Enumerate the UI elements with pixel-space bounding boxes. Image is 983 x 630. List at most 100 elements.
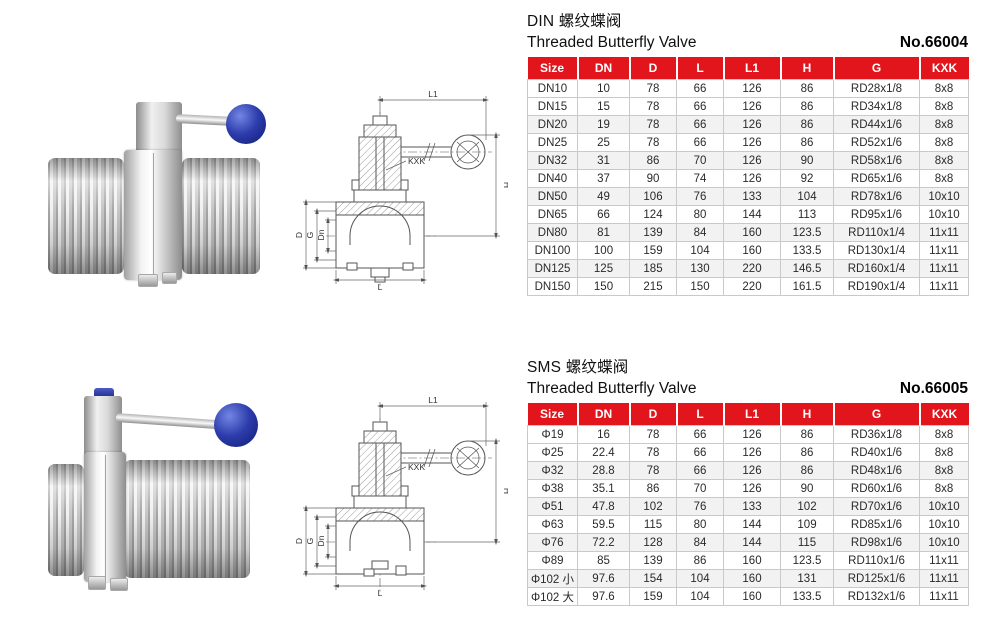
table-cell: DN40 bbox=[527, 169, 578, 188]
table-cell: RD58x1/6 bbox=[833, 151, 920, 170]
spec-table-din: Size DN D L L1 H G KXK DN10 10 78 66 126 86 RD28x1/8 8… bbox=[527, 57, 969, 296]
table-row: Φ38 35.1 86 70 126 90 RD60x1/6 8x8 bbox=[527, 479, 969, 498]
table-cell: 76 bbox=[676, 187, 724, 206]
dimension-lines bbox=[303, 96, 500, 284]
table-cell: 59.5 bbox=[577, 515, 630, 534]
table-row: DN25 25 78 66 126 86 RD52x1/6 8x8 bbox=[527, 133, 969, 152]
table-cell: 86 bbox=[676, 551, 724, 570]
table-row: Φ63 59.5 115 80 144 109 RD85x1/6 10x10 bbox=[527, 515, 969, 534]
table-cell: 160 bbox=[723, 569, 781, 588]
table-row: DN100 100 159 104 160 133.5 RD130x1/4 11x11 bbox=[527, 241, 969, 260]
table-cell: 66 bbox=[676, 115, 724, 134]
table-cell: 84 bbox=[676, 533, 724, 552]
table-cell: RD95x1/6 bbox=[833, 205, 920, 224]
table-cell: 78 bbox=[629, 79, 677, 98]
table-cell: 104 bbox=[676, 241, 724, 260]
product-photo-din bbox=[40, 88, 280, 288]
table-cell: 144 bbox=[723, 515, 781, 534]
table-row: DN125 125 185 130 220 146.5 RD160x1/4 11x11 bbox=[527, 259, 969, 278]
table-cell: RD28x1/8 bbox=[833, 79, 920, 98]
table-cell: 35.1 bbox=[577, 479, 630, 498]
valve-thread-left bbox=[48, 158, 124, 274]
table-cell: 160 bbox=[723, 587, 781, 606]
table-cell: 70 bbox=[676, 479, 724, 498]
table-cell: 161.5 bbox=[780, 277, 834, 296]
table-cell: 66 bbox=[676, 97, 724, 116]
table-cell: Φ102 小 bbox=[527, 569, 578, 588]
table-cell: 19 bbox=[577, 115, 630, 134]
table-cell: 86 bbox=[629, 479, 677, 498]
valve-handle-knob bbox=[226, 104, 266, 144]
table-cell: 124 bbox=[629, 205, 677, 224]
table-cell: 10x10 bbox=[919, 205, 969, 224]
dimension-label-l1: L1 bbox=[428, 395, 438, 405]
table-cell: 126 bbox=[723, 461, 781, 480]
table-cell: Φ63 bbox=[527, 515, 578, 534]
table-cell: DN125 bbox=[527, 259, 578, 278]
table-cell: 160 bbox=[723, 551, 781, 570]
column-header-g: G bbox=[833, 57, 921, 80]
table-cell: 11x11 bbox=[919, 259, 969, 278]
column-header-l1: L1 bbox=[723, 57, 782, 80]
table-cell: 109 bbox=[780, 515, 834, 534]
table-cell: 49 bbox=[577, 187, 630, 206]
dimension-label-dn: Dn bbox=[316, 535, 326, 546]
table-cell: 8x8 bbox=[919, 461, 969, 480]
table-cell: 125 bbox=[577, 259, 630, 278]
table-row: DN80 81 139 84 160 123.5 RD110x1/4 11x11 bbox=[527, 223, 969, 242]
column-header-l: L bbox=[676, 57, 725, 80]
table-cell: 126 bbox=[723, 479, 781, 498]
valve-thread-right bbox=[182, 158, 260, 274]
table-cell: 123.5 bbox=[780, 551, 834, 570]
column-header-kxk: KXK bbox=[919, 403, 969, 426]
table-cell: 106 bbox=[629, 187, 677, 206]
table-cell: 215 bbox=[629, 277, 677, 296]
table-cell: 104 bbox=[676, 587, 724, 606]
table-cell: 126 bbox=[723, 425, 781, 444]
table-cell: 22.4 bbox=[577, 443, 630, 462]
table-cell: RD52x1/6 bbox=[833, 133, 920, 152]
section-header-sms: SMS 螺纹蝶阀 Threaded Butterfly Valve No.660… bbox=[527, 358, 968, 398]
section-title-en: Threaded Butterfly Valve bbox=[527, 380, 697, 397]
table-cell: 37 bbox=[577, 169, 630, 188]
valve-section-view bbox=[326, 418, 492, 594]
table-cell: RD70x1/6 bbox=[833, 497, 920, 516]
table-cell: DN15 bbox=[527, 97, 578, 116]
table-cell: 133.5 bbox=[780, 587, 834, 606]
table-cell: Φ25 bbox=[527, 443, 578, 462]
table-row: DN40 37 90 74 126 92 RD65x1/6 8x8 bbox=[527, 169, 969, 188]
table-cell: 220 bbox=[723, 259, 781, 278]
table-cell: 11x11 bbox=[919, 569, 969, 588]
technical-drawing-sms: L1 KXK H D G Dn L bbox=[294, 395, 508, 598]
column-header-d: D bbox=[629, 57, 678, 80]
table-cell: 85 bbox=[577, 551, 630, 570]
table-cell: DN80 bbox=[527, 223, 578, 242]
table-cell: 102 bbox=[780, 497, 834, 516]
table-cell: 10x10 bbox=[919, 515, 969, 534]
table-cell: 81 bbox=[577, 223, 630, 242]
table-cell: 100 bbox=[577, 241, 630, 260]
table-cell: DN25 bbox=[527, 133, 578, 152]
table-cell: 128 bbox=[629, 533, 677, 552]
table-cell: 86 bbox=[780, 133, 834, 152]
table-cell: Φ38 bbox=[527, 479, 578, 498]
table-cell: 84 bbox=[676, 223, 724, 242]
table-cell: 66 bbox=[676, 79, 724, 98]
table-cell: 11x11 bbox=[919, 551, 969, 570]
table-row: Φ76 72.2 128 84 144 115 RD98x1/6 10x10 bbox=[527, 533, 969, 552]
column-header-h: H bbox=[780, 57, 835, 80]
dimension-labels: L1 KXK H D G Dn L bbox=[294, 89, 508, 292]
column-header-size: Size bbox=[527, 403, 579, 426]
valve-section-view bbox=[326, 112, 492, 288]
table-cell: 72.2 bbox=[577, 533, 630, 552]
table-cell: 126 bbox=[723, 115, 781, 134]
table-cell: 66 bbox=[676, 133, 724, 152]
table-cell: 66 bbox=[676, 425, 724, 444]
dimension-labels: L1 KXK H D G Dn L bbox=[294, 395, 508, 598]
table-cell: 66 bbox=[676, 443, 724, 462]
table-cell: 28.8 bbox=[577, 461, 630, 480]
table-cell: 97.6 bbox=[577, 569, 630, 588]
table-cell: 97.6 bbox=[577, 587, 630, 606]
column-header-l1: L1 bbox=[723, 403, 782, 426]
table-cell: 11x11 bbox=[919, 587, 969, 606]
